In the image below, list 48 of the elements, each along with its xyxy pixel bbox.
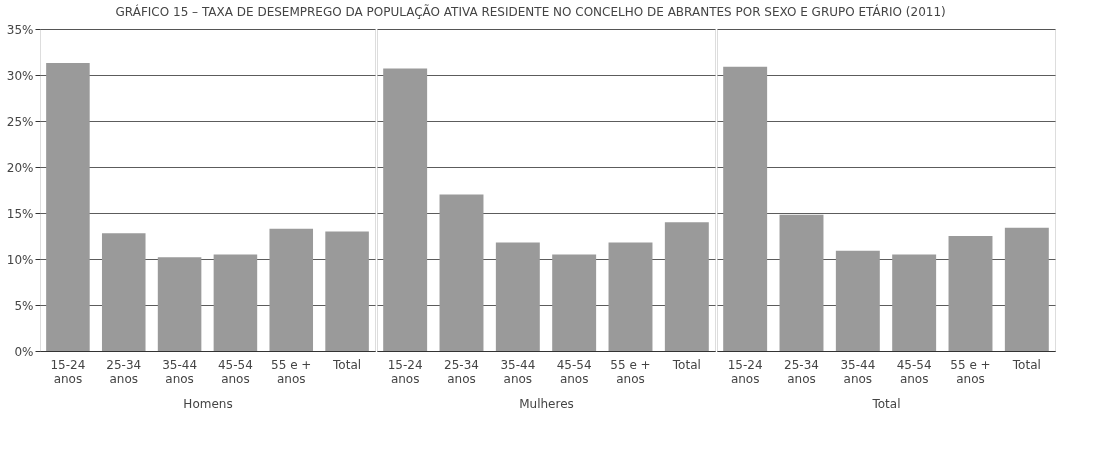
bar — [892, 254, 937, 351]
bar — [101, 233, 146, 351]
x-tick-label: 55 e + anos — [610, 357, 651, 386]
x-axis-title: Mulheres — [519, 396, 574, 411]
bar — [835, 250, 880, 351]
x-tick-label: 35-44 anos — [162, 357, 198, 386]
x-tick-label: 25-34 anos — [444, 357, 479, 386]
bar — [948, 236, 993, 351]
bar — [213, 254, 258, 351]
x-tick-label: 15-24 anos — [50, 357, 86, 386]
x-tick-label: 35-44 anos — [840, 357, 876, 386]
bar — [723, 66, 768, 351]
x-tick-label: Total — [332, 357, 362, 372]
x-tick-label: Total — [1011, 357, 1041, 372]
bar — [325, 231, 369, 351]
bar — [269, 228, 314, 351]
x-tick-label: 25-34 anos — [784, 357, 819, 386]
text: GRÁFICO 15 – TAXA DE DESEMPREGO DA POPULAÇÃO ATIVA RESIDENTE NO CONCELHO DE ABRANTES POR SEXO E GRUPO ETÁRIO (2011) — [115, 3, 946, 19]
bar — [664, 222, 709, 351]
x-tick-label: 35-44 anos — [500, 357, 536, 386]
x-tick-label: 15-24 anos — [727, 357, 763, 386]
x-axis-title: Homens — [183, 396, 233, 411]
bar — [383, 68, 428, 351]
y-tick-label: 30% — [6, 68, 34, 83]
bar — [608, 242, 653, 351]
bar — [1004, 227, 1049, 351]
y-tick-label: 20% — [6, 160, 34, 175]
y-tick-label: 25% — [6, 114, 34, 129]
x-axis-title: Total — [871, 396, 901, 411]
bar — [779, 214, 824, 351]
x-tick-label: 45-54 anos — [896, 357, 932, 386]
y-tick-label: 10% — [6, 252, 34, 267]
x-tick-label: 55 e + anos — [271, 357, 312, 386]
x-tick-label: 45-54 anos — [217, 357, 253, 386]
y-tick-label: 35% — [6, 22, 34, 37]
bar — [46, 63, 90, 351]
y-tick-label: 15% — [6, 206, 34, 221]
bar — [157, 257, 202, 351]
y-tick-label: 5% — [14, 298, 34, 313]
bar — [495, 242, 540, 351]
bar — [439, 194, 484, 351]
x-tick-label: Total — [671, 357, 701, 372]
y-tick-label: 0% — [14, 344, 34, 359]
x-tick-label: 45-54 anos — [556, 357, 592, 386]
x-tick-label: 55 e + anos — [950, 357, 991, 386]
x-tick-label: 25-34 anos — [106, 357, 142, 386]
x-tick-label: 15-24 anos — [387, 357, 423, 386]
bar — [552, 254, 597, 351]
